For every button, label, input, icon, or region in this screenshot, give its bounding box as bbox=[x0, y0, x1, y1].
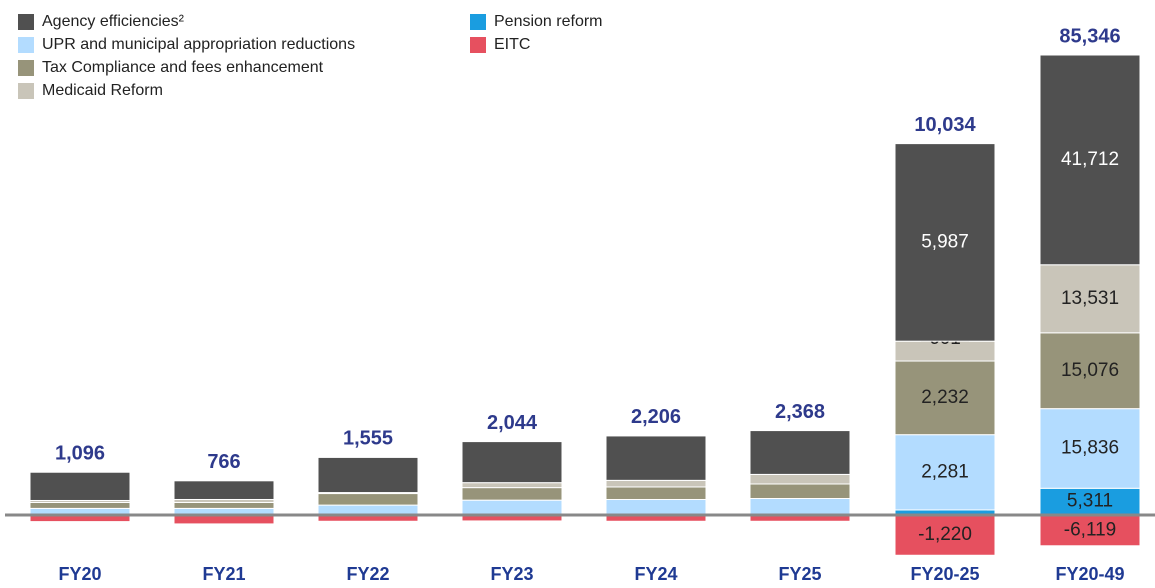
bar-segment bbox=[894, 360, 996, 436]
bar-segment bbox=[1039, 54, 1141, 266]
value-label: 13,531 bbox=[1061, 288, 1119, 309]
legend-swatch bbox=[470, 14, 486, 30]
bar-segment bbox=[605, 435, 707, 481]
legend-label: EITC bbox=[494, 36, 530, 53]
bar-segment bbox=[173, 501, 275, 509]
x-tick-label: FY24 bbox=[634, 564, 677, 584]
bar-segment bbox=[605, 486, 707, 500]
bar-segment bbox=[894, 514, 996, 556]
value-label: -1,220 bbox=[918, 524, 972, 545]
value-label: 15,836 bbox=[1061, 437, 1119, 458]
bar-segment bbox=[461, 482, 563, 489]
x-tick-label: FY22 bbox=[346, 564, 389, 584]
bar-segment bbox=[1039, 332, 1141, 410]
value-label: 41,712 bbox=[1061, 149, 1119, 170]
bar-segment bbox=[461, 499, 563, 516]
total-label: 1,096 bbox=[55, 443, 105, 465]
bar-segment bbox=[1039, 487, 1141, 516]
legend-swatch bbox=[18, 60, 34, 76]
bar-segment bbox=[461, 441, 563, 484]
bar-segment bbox=[749, 483, 851, 500]
legend-swatch bbox=[470, 37, 486, 53]
bar-segment bbox=[1039, 264, 1141, 334]
bar-segment bbox=[749, 498, 851, 516]
bar-segment bbox=[461, 487, 563, 501]
value-label: 2,281 bbox=[921, 461, 969, 482]
x-tick-label: FY20 bbox=[58, 564, 101, 584]
x-tick-label: FY21 bbox=[202, 564, 245, 584]
value-label: 2,232 bbox=[921, 387, 969, 408]
bar-segment bbox=[317, 456, 419, 494]
x-tick-label: FY20-25 bbox=[910, 564, 979, 584]
total-label: 2,368 bbox=[775, 401, 825, 423]
bar-segment bbox=[1039, 408, 1141, 489]
value-label: 5,987 bbox=[921, 231, 969, 252]
bar-segment bbox=[894, 143, 996, 342]
bar-segment bbox=[173, 480, 275, 500]
total-label: 1,555 bbox=[343, 428, 393, 450]
total-label: 2,044 bbox=[487, 412, 538, 434]
bar-segment bbox=[29, 471, 131, 501]
bar-segment bbox=[605, 479, 707, 488]
x-tick-label: FY23 bbox=[490, 564, 533, 584]
legend-label: Tax Compliance and fees enhancement bbox=[42, 59, 324, 76]
legend-label: Medicaid Reform bbox=[42, 82, 163, 99]
legend-swatch bbox=[18, 37, 34, 53]
value-label: -6,119 bbox=[1064, 519, 1116, 540]
bar-segment bbox=[605, 498, 707, 516]
legend-label: UPR and municipal appropriation reductio… bbox=[42, 36, 355, 53]
x-tick-label: FY25 bbox=[778, 564, 821, 584]
bar-segment bbox=[29, 501, 131, 509]
legend-swatch bbox=[18, 14, 34, 30]
legend-label: Pension reform bbox=[494, 13, 603, 30]
total-label: 2,206 bbox=[631, 406, 681, 428]
total-label: 85,346 bbox=[1059, 25, 1120, 47]
bar-segment bbox=[749, 473, 851, 485]
bar-segment bbox=[1039, 514, 1141, 547]
bar-segment bbox=[749, 430, 851, 475]
bar-segment bbox=[317, 493, 419, 506]
x-tick-label: FY20-49 bbox=[1055, 564, 1124, 584]
legend-label: Agency efficiencies² bbox=[42, 13, 185, 30]
total-label: 10,034 bbox=[914, 114, 976, 136]
legend-swatch bbox=[18, 83, 34, 99]
total-label: 766 bbox=[207, 451, 240, 473]
value-label: 15,076 bbox=[1061, 360, 1119, 381]
value-label: 5,311 bbox=[1067, 491, 1113, 512]
